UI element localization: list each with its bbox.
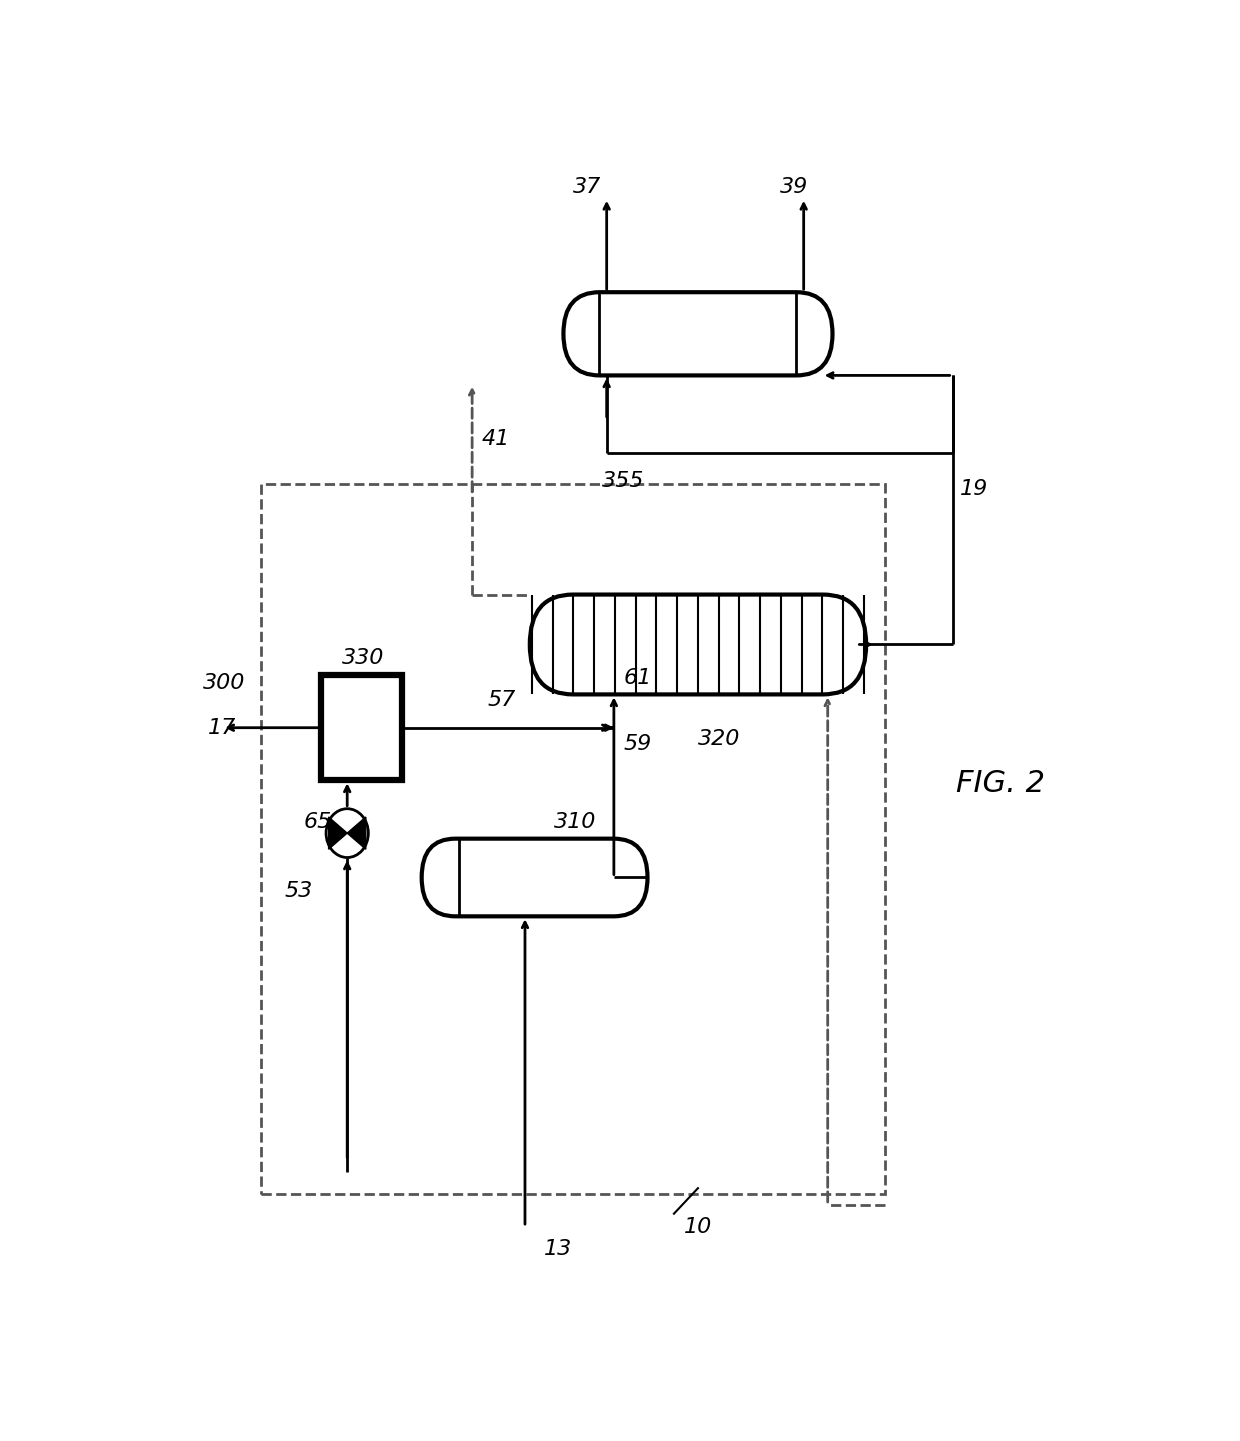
- FancyBboxPatch shape: [422, 839, 647, 916]
- Bar: [321, 674, 403, 781]
- FancyBboxPatch shape: [563, 293, 832, 376]
- Text: 37: 37: [573, 177, 601, 197]
- Text: 17: 17: [208, 718, 236, 738]
- Text: 61: 61: [624, 667, 652, 687]
- Text: 300: 300: [203, 673, 246, 693]
- Text: 320: 320: [698, 729, 740, 749]
- Text: 39: 39: [780, 177, 808, 197]
- Text: FIG. 2: FIG. 2: [956, 768, 1045, 798]
- Circle shape: [326, 808, 368, 857]
- Bar: [260, 484, 885, 1193]
- Text: 19: 19: [960, 480, 988, 499]
- Text: 355: 355: [601, 471, 645, 491]
- FancyBboxPatch shape: [529, 595, 866, 695]
- Text: 41: 41: [481, 429, 510, 450]
- Text: 310: 310: [554, 813, 596, 831]
- Text: 330: 330: [342, 648, 384, 669]
- Polygon shape: [329, 817, 347, 849]
- Text: 53: 53: [285, 880, 312, 901]
- Text: 59: 59: [624, 735, 652, 754]
- Polygon shape: [347, 817, 366, 849]
- Text: 10: 10: [683, 1218, 712, 1236]
- Text: 13: 13: [544, 1239, 573, 1259]
- Text: 57: 57: [487, 690, 516, 710]
- Text: 65: 65: [304, 813, 332, 831]
